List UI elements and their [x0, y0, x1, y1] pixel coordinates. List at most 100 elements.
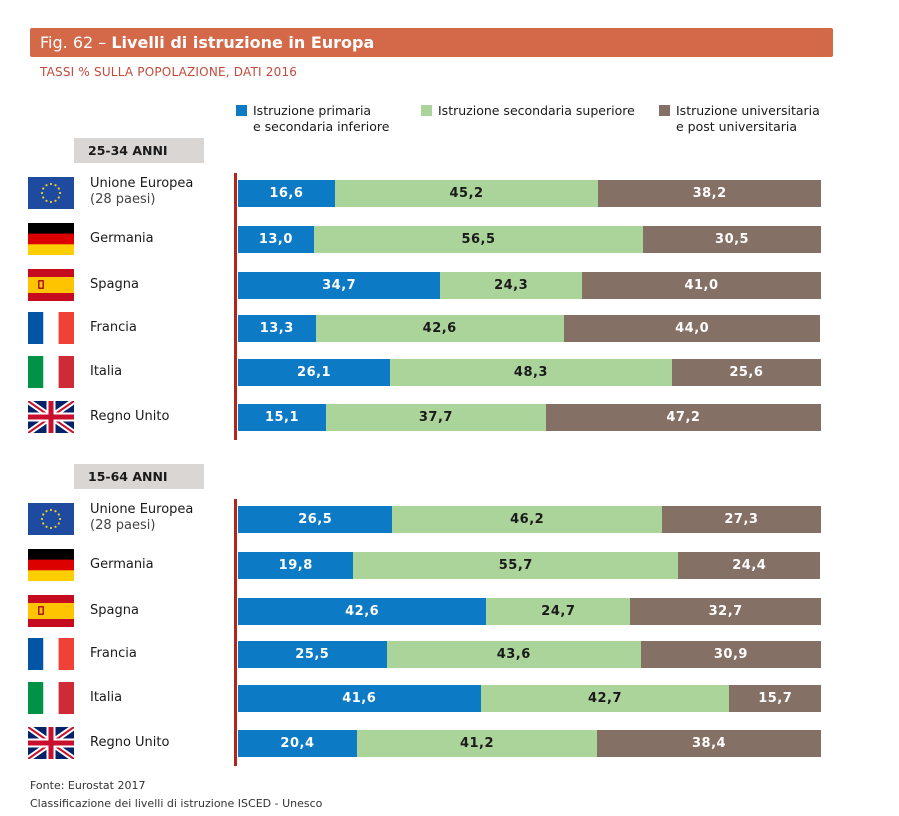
- france-flag-icon: [28, 638, 74, 670]
- bar-segment-primary: 41,6: [238, 685, 481, 712]
- data-label: 30,5: [715, 232, 750, 247]
- bar-segment-primary: 42,6: [238, 598, 487, 625]
- data-label: 27,3: [724, 512, 759, 527]
- figure-subtitle: TASSI % SULLA POPOLAZIONE, DATI 2016: [40, 65, 298, 79]
- italy-flag-icon: [28, 356, 74, 388]
- data-label: 16,6: [269, 186, 304, 201]
- legend-swatch-primary: [236, 105, 247, 116]
- data-label: 13,3: [259, 321, 294, 336]
- figure-title-bar: Fig. 62 – Livelli di istruzione in Europ…: [30, 28, 833, 57]
- country-subtitle: (28 paesi): [90, 192, 156, 207]
- uk-flag-icon: [28, 727, 74, 759]
- bar-segment-secondary: 24,7: [486, 598, 631, 625]
- italy-flag-icon: [28, 682, 74, 714]
- bar-segment-secondary: 56,5: [313, 226, 644, 253]
- data-label: 47,2: [666, 410, 701, 425]
- data-label: 26,1: [297, 365, 332, 380]
- country-label: Spagna: [90, 277, 139, 292]
- bar-segment-tertiary: 30,9: [640, 641, 821, 668]
- data-label: 15,7: [758, 691, 793, 706]
- country-label: Francia: [90, 320, 137, 335]
- data-label: 24,3: [494, 278, 529, 293]
- bar-segment-primary: 19,8: [238, 552, 354, 579]
- bar-segment-tertiary: 24,4: [678, 552, 821, 579]
- bar-segment-secondary: 42,6: [315, 315, 564, 342]
- legend-label-secondary: Istruzione secondaria superiore: [438, 103, 635, 118]
- bar-segment-primary: 16,6: [238, 180, 335, 207]
- stacked-bar-row: 15,1 37,7 47,2: [238, 404, 821, 431]
- data-label: 24,4: [732, 558, 767, 573]
- data-label: 19,8: [278, 558, 313, 573]
- data-label: 46,2: [510, 512, 545, 527]
- legend-swatch-secondary: [421, 105, 432, 116]
- data-label: 43,6: [496, 647, 531, 662]
- eu-flag-icon: [28, 177, 74, 209]
- bar-segment-tertiary: 32,7: [630, 598, 821, 625]
- country-label: Germania: [90, 557, 154, 572]
- bar-segment-secondary: 45,2: [334, 180, 599, 207]
- country-label: Italia: [90, 690, 123, 705]
- country-label: Germania: [90, 231, 154, 246]
- data-label: 37,7: [418, 410, 453, 425]
- spain-flag-icon: [28, 269, 74, 301]
- data-label: 44,0: [675, 321, 710, 336]
- data-label: 38,2: [692, 186, 727, 201]
- stacked-bar-row: 34,7 24,3 41,0: [238, 272, 821, 299]
- bar-segment-primary: 26,1: [238, 359, 391, 386]
- spain-flag-icon: [28, 595, 74, 627]
- stacked-bar-row: 19,8 55,7 24,4: [238, 552, 821, 579]
- bar-segment-tertiary: 15,7: [729, 685, 821, 712]
- age-group-header: 15-64 ANNI: [74, 464, 204, 489]
- data-label: 42,6: [345, 604, 380, 619]
- legend-swatch-tertiary: [659, 105, 670, 116]
- country-name: Unione Europea: [90, 176, 194, 191]
- bar-segment-primary: 26,5: [238, 506, 393, 533]
- data-label: 25,6: [729, 365, 764, 380]
- chart-axis-line: [234, 173, 237, 440]
- bar-segment-tertiary: 27,3: [661, 506, 821, 533]
- data-label: 20,4: [280, 736, 315, 751]
- bar-segment-primary: 25,5: [238, 641, 387, 668]
- stacked-bar-row: 13,3 42,6 44,0: [238, 315, 821, 342]
- bar-segment-secondary: 42,7: [480, 685, 730, 712]
- eu-flag-icon: [28, 503, 74, 535]
- country-label: Unione Europea (28 paesi): [90, 176, 193, 208]
- bar-segment-primary: 20,4: [238, 730, 357, 757]
- data-label: 34,7: [322, 278, 357, 293]
- age-group-header: 25-34 ANNI: [74, 138, 204, 163]
- bar-segment-secondary: 46,2: [392, 506, 662, 533]
- source-note: Fonte: Eurostat 2017: [30, 779, 146, 792]
- data-label: 26,5: [298, 512, 333, 527]
- stacked-bar-row: 26,5 46,2 27,3: [238, 506, 821, 533]
- bar-segment-primary: 13,3: [238, 315, 316, 342]
- country-label: Spagna: [90, 603, 139, 618]
- stacked-bar-row: 20,4 41,2 38,4: [238, 730, 821, 757]
- bar-segment-tertiary: 38,4: [597, 730, 821, 757]
- bar-segment-secondary: 43,6: [386, 641, 641, 668]
- country-label: Italia: [90, 364, 123, 379]
- country-label: Regno Unito: [90, 735, 170, 750]
- country-subtitle: (28 paesi): [90, 518, 156, 533]
- bar-segment-primary: 15,1: [238, 404, 327, 431]
- bar-segment-secondary: 41,2: [356, 730, 598, 757]
- legend-label-tertiary: Istruzione universitaria e post universit…: [676, 103, 820, 134]
- data-label: 41,2: [459, 736, 495, 751]
- germany-flag-icon: [28, 549, 74, 581]
- bar-segment-primary: 34,7: [238, 272, 441, 299]
- data-label: 24,7: [541, 604, 576, 619]
- data-label: 56,5: [461, 232, 496, 247]
- legend-label-primary: Istruzione primaria e secondaria inferior…: [253, 103, 390, 134]
- stacked-bar-row: 42,6 24,7 32,7: [238, 598, 821, 625]
- data-label: 15,1: [264, 410, 300, 425]
- data-label: 25,5: [295, 647, 330, 662]
- figure-number: Fig. 62 –: [40, 33, 107, 52]
- country-name: Unione Europea: [90, 502, 194, 517]
- data-label: 38,4: [692, 736, 727, 751]
- country-label: Regno Unito: [90, 409, 170, 424]
- country-label: Unione Europea (28 paesi): [90, 502, 193, 534]
- bar-segment-primary: 13,0: [238, 226, 314, 253]
- data-label: 30,9: [713, 647, 748, 662]
- data-label: 41,0: [684, 278, 719, 293]
- data-label: 55,7: [498, 558, 533, 573]
- bar-segment-secondary: 37,7: [326, 404, 546, 431]
